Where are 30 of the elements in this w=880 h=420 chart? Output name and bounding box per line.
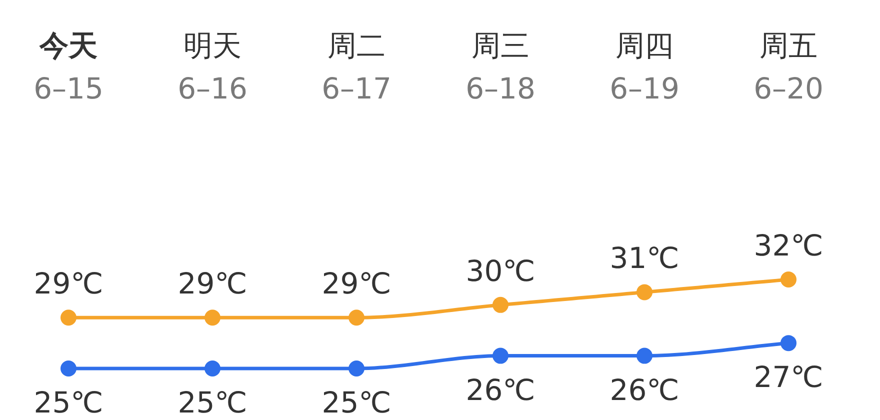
data-label: 32℃ <box>754 228 824 262</box>
category-label: 周三 6–18 <box>466 28 536 106</box>
point <box>204 310 220 326</box>
data-label: 29℃ <box>322 266 392 301</box>
data-label: 26℃ <box>466 372 536 407</box>
category-label: 周四 6–19 <box>610 28 680 106</box>
point <box>60 360 76 376</box>
point <box>348 360 364 376</box>
data-label: 27℃ <box>754 360 824 394</box>
data-label: 29℃ <box>34 266 104 301</box>
point <box>348 310 364 326</box>
data-label: 31℃ <box>610 241 680 276</box>
point <box>492 296 508 313</box>
data-label: 25℃ <box>178 386 248 420</box>
category-label: 周五 6–20 <box>754 28 824 106</box>
point <box>204 360 220 376</box>
data-label: 30℃ <box>466 254 536 288</box>
data-label: 26℃ <box>610 372 680 407</box>
point <box>60 310 76 326</box>
point <box>492 348 508 364</box>
point <box>636 284 652 300</box>
category-label: 明天 6–16 <box>178 28 248 106</box>
data-label: 25℃ <box>34 386 104 420</box>
data-label: 29℃ <box>178 266 248 301</box>
point <box>636 348 652 364</box>
data-label: 25℃ <box>322 386 392 420</box>
category-label: 今天 6–15 <box>34 28 104 106</box>
category-label: 周二 6–17 <box>322 28 392 106</box>
point <box>780 335 796 352</box>
point <box>780 272 796 288</box>
